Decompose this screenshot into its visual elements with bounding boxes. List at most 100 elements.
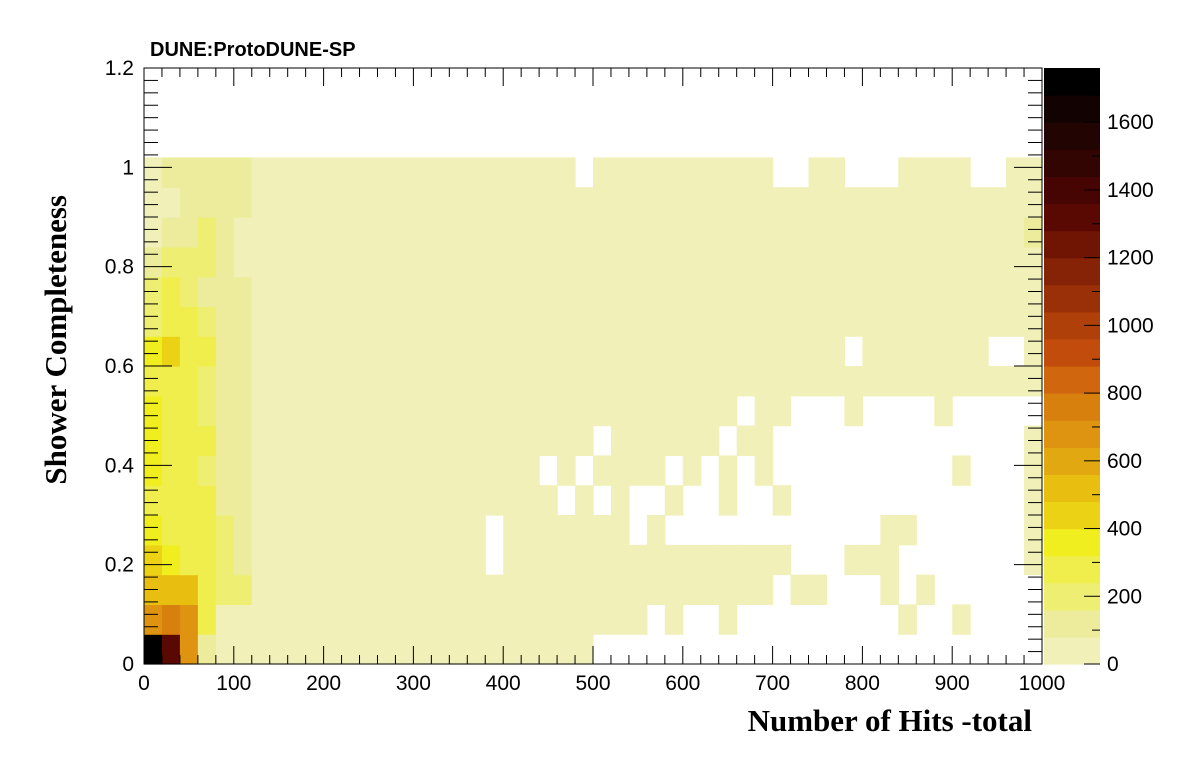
heatmap-cell (323, 604, 343, 635)
heatmap-cell (449, 574, 468, 605)
heatmap-cell (395, 306, 414, 337)
heatmap-cell (970, 306, 989, 337)
heatmap-cell (395, 425, 414, 456)
heatmap-cell (593, 306, 612, 337)
heatmap-cell (395, 544, 414, 576)
heatmap-cell (144, 157, 163, 188)
heatmap-cell (431, 604, 450, 635)
heatmap-cell (287, 395, 307, 427)
heatmap-cell (413, 604, 432, 635)
heatmap-cell (323, 157, 343, 188)
heatmap-cell (485, 604, 504, 635)
heatmap-cell (269, 395, 289, 427)
heatmap-cell (251, 515, 271, 546)
heatmap-cell (610, 515, 630, 546)
heatmap-cell (736, 306, 756, 337)
heatmap-cell (1006, 306, 1025, 337)
heatmap-cell (287, 425, 307, 456)
heatmap-cell (233, 634, 253, 665)
heatmap-cell (646, 306, 666, 337)
heatmap-cell (557, 157, 576, 188)
heatmap-cell (664, 276, 684, 307)
heatmap-cell (395, 246, 414, 278)
heatmap-cell (197, 366, 217, 397)
heatmap-cell (431, 395, 450, 427)
heatmap-cell (952, 306, 971, 337)
color-scale-swatch (1044, 636, 1100, 665)
color-scale-label: 1200 (1107, 247, 1154, 270)
heatmap-cell (395, 366, 414, 397)
heatmap-cell (808, 157, 828, 188)
heatmap-cell (593, 276, 612, 307)
axis-ticks (143, 67, 1043, 665)
heatmap-cell (772, 544, 792, 576)
heatmap-cell (431, 425, 450, 456)
heatmap-cell (215, 455, 235, 486)
heatmap-cell (1006, 246, 1025, 278)
heatmap-cell (1024, 246, 1043, 278)
heatmap-cell (628, 574, 648, 605)
heatmap-cell (557, 604, 576, 635)
heatmap-cell (610, 246, 630, 278)
heatmap-cell (395, 574, 414, 605)
heatmap-cell (251, 276, 271, 307)
heatmap-cell (233, 425, 253, 456)
heatmap-cell (808, 217, 828, 248)
heatmap-cell (161, 425, 181, 456)
heatmap-cell (521, 246, 540, 278)
heatmap-cell (179, 574, 199, 605)
heatmap-cell (844, 217, 863, 248)
heatmap-cell (377, 306, 397, 337)
heatmap-cell (521, 187, 540, 218)
heatmap-cell (161, 336, 181, 367)
x-tick-labels: 0 100 200 300 400 500 600 700 800 900 1000 (138, 672, 1065, 695)
heatmap-cell (646, 395, 666, 427)
heatmap-cell (377, 634, 397, 665)
heatmap-cell (377, 187, 397, 218)
heatmap-cell (898, 276, 917, 307)
heatmap-cell (341, 515, 361, 546)
color-scale-swatch (1044, 68, 1100, 96)
heatmap-cell (449, 187, 468, 218)
heatmap-cell (862, 246, 881, 278)
heatmap-cell (431, 634, 450, 665)
heatmap-cell (251, 157, 271, 188)
heatmap-cell (503, 336, 522, 367)
color-scale-swatch (1044, 609, 1100, 638)
heatmap-cell (718, 187, 738, 218)
heatmap-cell (503, 246, 522, 278)
heatmap-cell (682, 336, 702, 367)
heatmap-cell (287, 604, 307, 635)
heatmap-cell (431, 336, 450, 367)
heatmap-cell (197, 246, 217, 278)
heatmap-cell (754, 544, 774, 576)
heatmap-cell (790, 574, 810, 605)
heatmap-cell (251, 604, 271, 635)
heatmap-cell (700, 425, 720, 456)
heatmap-cell (700, 157, 720, 188)
heatmap-cell (467, 217, 486, 248)
color-scale-swatch (1044, 203, 1100, 232)
heatmap-cell (395, 276, 414, 307)
heatmap-cell (341, 246, 361, 278)
heatmap-cell (467, 336, 486, 367)
heatmap-cell (880, 246, 899, 278)
heatmap-cell (952, 246, 971, 278)
heatmap-cell (682, 187, 702, 218)
heatmap-cell (1024, 157, 1043, 188)
heatmap-cell (269, 604, 289, 635)
heatmap-cell (503, 634, 522, 665)
heatmap-cell (808, 187, 828, 218)
color-scale-label: 1600 (1107, 111, 1154, 134)
heatmap-cell (377, 425, 397, 456)
heatmap-cell (952, 455, 971, 486)
heatmap-cell (754, 574, 774, 605)
heatmap-cell (880, 574, 899, 605)
heatmap-cell (557, 634, 576, 665)
heatmap-cell (161, 634, 181, 665)
heatmap-cell (485, 574, 504, 605)
heatmap-cell (952, 157, 971, 188)
heatmap-cell (305, 634, 325, 665)
heatmap-cell (323, 515, 343, 546)
heatmap-cell (215, 157, 235, 188)
